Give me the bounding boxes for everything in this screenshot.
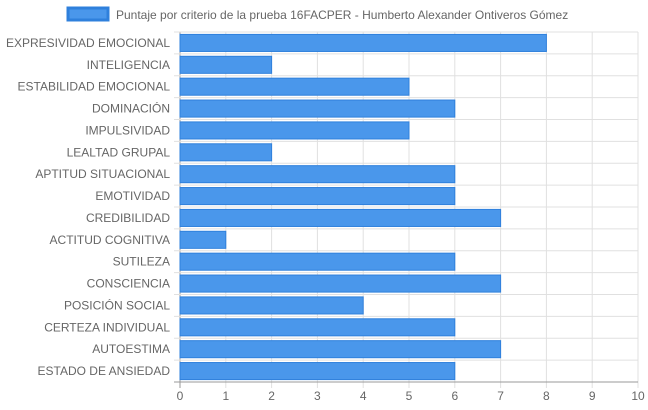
category-label: INTELIGENCIA [87, 58, 170, 72]
x-tick-label: 4 [360, 389, 367, 403]
bar[interactable] [179, 208, 502, 227]
category-label: ACTITUD COGNITIVA [50, 233, 170, 247]
category-label: SUTILEZA [113, 255, 170, 269]
category-label: POSICIÓN SOCIAL [64, 297, 170, 312]
category-label: EMOTIVIDAD [95, 189, 170, 203]
x-tick-label: 8 [543, 389, 550, 403]
bar[interactable] [179, 55, 273, 74]
x-tick-label: 9 [589, 389, 596, 403]
legend-label: Puntaje por criterio de la prueba 16FACP… [116, 8, 568, 22]
legend[interactable]: Puntaje por criterio de la prueba 16FACP… [66, 6, 568, 22]
category-label: CONSCIENCIA [87, 277, 170, 291]
x-tick-label: 2 [268, 389, 275, 403]
x-tick-label: 6 [451, 389, 458, 403]
x-tick-label: 5 [406, 389, 413, 403]
bar[interactable] [179, 230, 227, 249]
category-label: CREDIBILIDAD [86, 211, 170, 225]
x-tick-label: 1 [222, 389, 229, 403]
bar[interactable] [179, 33, 547, 52]
bar[interactable] [179, 362, 456, 381]
bar[interactable] [179, 252, 456, 271]
bar[interactable] [179, 340, 502, 359]
category-label: AUTOESTIMA [92, 342, 170, 356]
bar[interactable] [179, 77, 410, 96]
bar[interactable] [179, 318, 456, 337]
category-labels: EXPRESIVIDAD EMOCIONAL INTELIGENCIA ESTABI… [6, 36, 170, 378]
bar[interactable] [179, 121, 410, 140]
x-tick-label: 3 [314, 389, 321, 403]
bar[interactable] [179, 274, 502, 293]
bar[interactable] [179, 143, 273, 162]
category-label: ESTADO DE ANSIEDAD [38, 364, 171, 378]
bar[interactable] [179, 187, 456, 206]
bar[interactable] [179, 99, 456, 118]
category-label: IMPULSIVIDAD [85, 123, 170, 137]
x-tick-labels: 0 1 2 3 4 5 6 7 8 9 10 [177, 389, 645, 403]
category-label: LEALTAD GRUPAL [67, 145, 171, 159]
category-label: ESTABILIDAD EMOCIONAL [18, 80, 171, 94]
bars [179, 33, 547, 381]
bar[interactable] [179, 296, 364, 315]
bar[interactable] [179, 165, 456, 184]
legend-swatch [66, 6, 110, 22]
category-label: CERTEZA INDIVIDUAL [44, 320, 170, 334]
x-tick-label: 7 [497, 389, 504, 403]
category-label: EXPRESIVIDAD EMOCIONAL [6, 36, 170, 50]
x-tick-label: 0 [177, 389, 184, 403]
category-label: DOMINACIÓN [92, 101, 170, 116]
category-label: APTITUD SITUACIONAL [35, 167, 170, 181]
x-tick-label: 10 [631, 389, 645, 403]
